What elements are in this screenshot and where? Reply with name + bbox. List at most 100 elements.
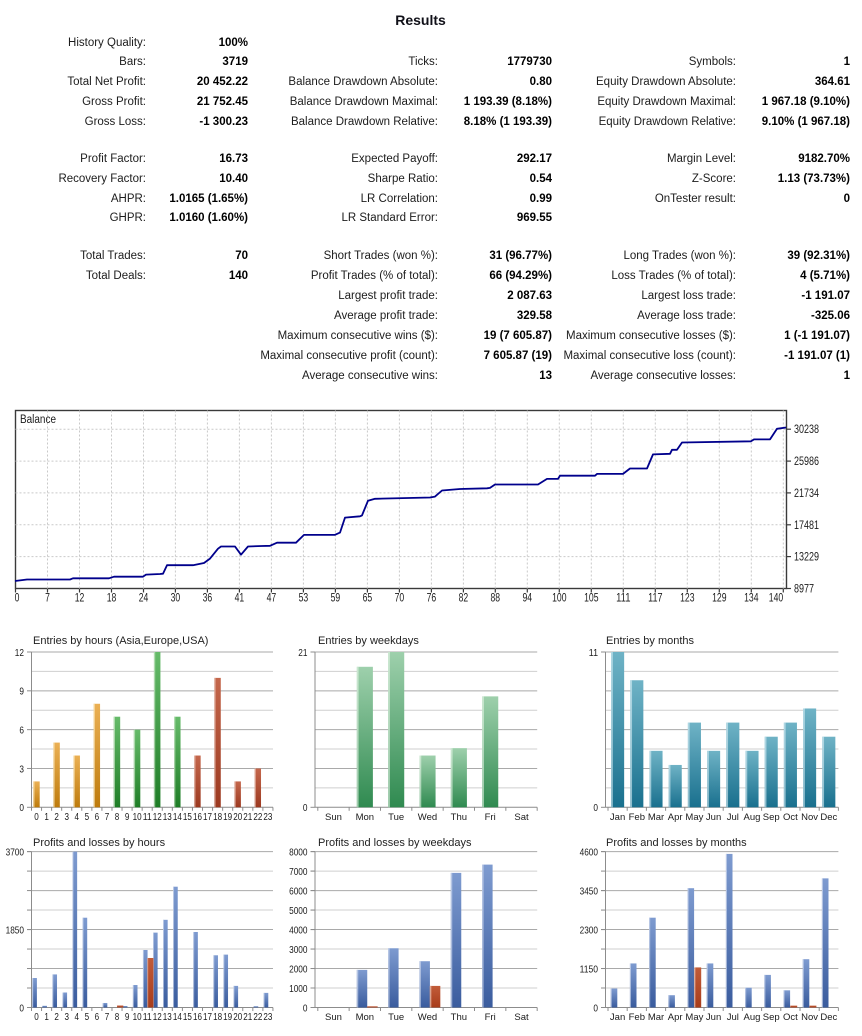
svg-text:10: 10: [133, 812, 142, 823]
svg-text:22: 22: [253, 812, 262, 823]
svg-text:0: 0: [303, 1002, 308, 1014]
svg-text:36: 36: [203, 593, 213, 605]
svg-text:14: 14: [173, 812, 182, 823]
svg-text:8000: 8000: [289, 846, 308, 858]
svg-text:13: 13: [163, 1012, 172, 1023]
svg-text:5: 5: [85, 812, 90, 823]
svg-text:Mar: Mar: [648, 1012, 664, 1023]
svg-text:16: 16: [193, 1012, 202, 1023]
svg-text:0: 0: [303, 802, 308, 814]
svg-text:22: 22: [253, 1012, 262, 1023]
svg-text:Mar: Mar: [648, 812, 664, 823]
svg-text:Sat: Sat: [514, 1012, 529, 1023]
svg-text:Sun: Sun: [325, 1012, 342, 1023]
svg-text:18: 18: [107, 593, 117, 605]
svg-text:Jul: Jul: [727, 1012, 739, 1023]
svg-text:4: 4: [75, 812, 80, 823]
svg-text:Nov: Nov: [801, 812, 818, 823]
svg-text:41: 41: [235, 593, 245, 605]
svg-text:6: 6: [19, 724, 24, 736]
svg-text:18: 18: [213, 812, 222, 823]
svg-text:53: 53: [299, 593, 309, 605]
svg-text:3: 3: [64, 812, 69, 823]
svg-text:17: 17: [203, 812, 212, 823]
svg-text:76: 76: [427, 593, 437, 605]
svg-text:0: 0: [34, 812, 39, 823]
svg-text:12: 12: [153, 812, 162, 823]
svg-text:59: 59: [331, 593, 341, 605]
svg-text:21: 21: [243, 1012, 252, 1023]
svg-text:Apr: Apr: [668, 1012, 683, 1023]
svg-text:23: 23: [263, 812, 272, 823]
svg-text:12: 12: [153, 1012, 162, 1023]
svg-text:0: 0: [15, 593, 20, 605]
svg-text:6: 6: [95, 1012, 100, 1023]
svg-text:Nov: Nov: [801, 1012, 818, 1023]
svg-text:Aug: Aug: [744, 1012, 761, 1023]
svg-text:15: 15: [183, 1012, 192, 1023]
svg-text:1: 1: [44, 1012, 49, 1023]
svg-text:19: 19: [223, 812, 232, 823]
svg-text:1150: 1150: [580, 963, 599, 975]
svg-text:2000: 2000: [289, 963, 308, 975]
svg-text:17481: 17481: [794, 520, 819, 532]
svg-text:94: 94: [523, 593, 533, 605]
svg-text:Sep: Sep: [763, 1012, 780, 1023]
svg-text:Wed: Wed: [418, 1012, 437, 1023]
svg-text:0: 0: [593, 802, 598, 814]
svg-text:16: 16: [193, 812, 202, 823]
svg-text:4: 4: [75, 1012, 80, 1023]
svg-text:21: 21: [243, 812, 252, 823]
svg-text:8: 8: [115, 812, 120, 823]
svg-text:4600: 4600: [580, 846, 599, 858]
svg-text:14: 14: [173, 1012, 182, 1023]
svg-text:Jan: Jan: [610, 812, 625, 823]
svg-text:Jun: Jun: [706, 1012, 721, 1023]
svg-text:21734: 21734: [794, 488, 819, 500]
svg-text:134: 134: [744, 593, 759, 605]
svg-text:Entries by hours (Asia,Europe,: Entries by hours (Asia,Europe,USA): [33, 635, 208, 647]
svg-text:11: 11: [143, 1012, 152, 1023]
svg-text:47: 47: [267, 593, 277, 605]
svg-text:Tue: Tue: [388, 812, 404, 823]
svg-text:Entries by weekdays: Entries by weekdays: [318, 635, 419, 647]
svg-text:10: 10: [133, 1012, 142, 1023]
svg-text:23: 23: [263, 1012, 272, 1023]
svg-text:Sun: Sun: [325, 812, 342, 823]
svg-text:0: 0: [34, 1012, 39, 1023]
svg-text:117: 117: [648, 593, 662, 605]
svg-text:Wed: Wed: [418, 812, 437, 823]
svg-text:8: 8: [115, 1012, 120, 1023]
svg-text:70: 70: [395, 593, 405, 605]
svg-text:65: 65: [363, 593, 373, 605]
svg-text:30238: 30238: [794, 424, 819, 436]
svg-text:8977: 8977: [794, 584, 814, 596]
svg-text:Oct: Oct: [783, 1012, 798, 1023]
svg-text:Tue: Tue: [388, 1012, 404, 1023]
svg-text:3700: 3700: [6, 846, 25, 858]
svg-text:11: 11: [589, 647, 598, 659]
svg-text:82: 82: [459, 593, 469, 605]
svg-text:0: 0: [19, 802, 24, 814]
svg-text:1850: 1850: [6, 924, 25, 936]
svg-text:Fri: Fri: [485, 1012, 496, 1023]
svg-text:25986: 25986: [794, 456, 819, 468]
svg-text:19: 19: [223, 1012, 232, 1023]
svg-text:3450: 3450: [580, 885, 599, 897]
svg-text:1: 1: [44, 812, 49, 823]
svg-text:5: 5: [85, 1012, 90, 1023]
svg-text:Thu: Thu: [451, 812, 467, 823]
svg-text:129: 129: [712, 593, 726, 605]
svg-text:2300: 2300: [580, 924, 599, 936]
svg-text:140: 140: [769, 593, 783, 605]
svg-text:2: 2: [54, 812, 59, 823]
svg-text:2: 2: [54, 1012, 59, 1023]
svg-text:30: 30: [171, 593, 181, 605]
svg-text:7: 7: [45, 593, 50, 605]
svg-text:Profits and losses by weekdays: Profits and losses by weekdays: [318, 837, 472, 849]
svg-text:Jan: Jan: [610, 1012, 625, 1023]
svg-text:Profits and losses by hours: Profits and losses by hours: [33, 837, 166, 849]
svg-text:7000: 7000: [289, 866, 308, 878]
svg-text:Thu: Thu: [451, 1012, 467, 1023]
svg-text:3: 3: [19, 763, 24, 775]
